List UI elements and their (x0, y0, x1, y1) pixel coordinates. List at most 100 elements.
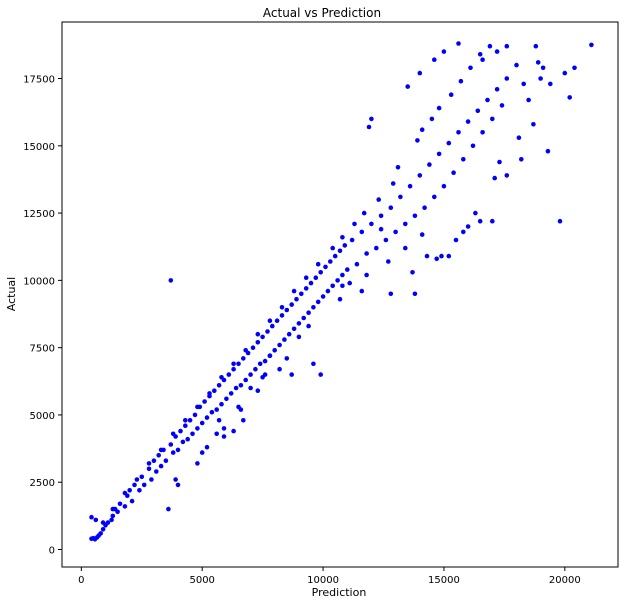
data-point (526, 97, 531, 103)
data-point (248, 372, 253, 377)
data-point (328, 259, 333, 264)
data-point (149, 477, 154, 482)
data-point (219, 401, 224, 407)
data-point (531, 122, 536, 127)
data-point (477, 218, 483, 224)
data-point (154, 469, 159, 474)
data-point (219, 375, 224, 380)
data-point (170, 431, 176, 437)
data-point (289, 372, 295, 377)
data-point (267, 318, 273, 324)
data-point (492, 175, 498, 181)
data-point (337, 296, 343, 302)
data-point (342, 243, 348, 248)
data-point (535, 60, 541, 65)
data-point (195, 404, 200, 410)
data-point (216, 418, 222, 423)
data-point (352, 221, 357, 227)
data-point (260, 334, 265, 340)
data-point (178, 428, 183, 434)
data-point (231, 361, 236, 367)
data-point (303, 275, 309, 281)
data-point (173, 477, 178, 482)
data-point (395, 165, 401, 170)
data-point (417, 70, 423, 76)
data-point (441, 183, 447, 189)
data-point (415, 138, 420, 143)
x-tick-label: 10000 (307, 575, 339, 586)
data-point (490, 218, 495, 224)
data-point (349, 237, 355, 243)
data-point (141, 482, 147, 488)
data-point (490, 116, 495, 122)
data-point (388, 205, 394, 210)
y-tick-label: 10000 (23, 276, 55, 287)
data-point (100, 527, 106, 532)
data-point (117, 501, 123, 507)
data-point (480, 57, 485, 62)
data-point (378, 213, 384, 219)
data-point (494, 87, 500, 92)
data-point (545, 148, 551, 154)
data-point (465, 119, 471, 124)
data-point (183, 418, 188, 423)
data-point (236, 361, 241, 367)
data-point (494, 49, 500, 54)
data-point (214, 431, 219, 437)
data-point (361, 210, 367, 216)
data-point (364, 272, 369, 278)
data-point (187, 418, 193, 423)
data-point (345, 267, 350, 272)
data-point (424, 253, 430, 259)
data-point (212, 388, 217, 394)
x-tick-label: 15000 (428, 575, 460, 586)
data-point (366, 124, 372, 130)
chart-title: Actual vs Prediction (263, 6, 381, 20)
data-point (315, 261, 321, 267)
y-tick-label: 0 (49, 546, 55, 557)
data-point (332, 253, 338, 259)
data-point (207, 391, 212, 396)
data-point (378, 226, 384, 232)
data-point (257, 361, 263, 367)
data-point (441, 49, 447, 54)
data-point (504, 43, 510, 49)
data-point (514, 62, 519, 68)
data-point (572, 65, 577, 71)
data-point (461, 157, 466, 162)
data-point (422, 205, 427, 210)
y-axis: 0 2500 5000 7500 10000 12500 15000 17500 (23, 75, 62, 557)
data-point (139, 474, 145, 480)
data-point (183, 423, 188, 429)
data-point (277, 342, 282, 348)
data-point (403, 245, 408, 251)
y-tick-label: 15000 (23, 142, 55, 153)
data-point (221, 434, 227, 439)
data-point (417, 173, 423, 178)
data-point (168, 442, 174, 447)
data-point (386, 259, 391, 264)
data-point (274, 318, 280, 324)
data-point (436, 105, 442, 111)
data-point (407, 183, 413, 189)
data-point (436, 151, 442, 157)
data-point (473, 210, 478, 216)
data-point (412, 291, 418, 297)
data-point (175, 447, 181, 453)
data-point (151, 458, 157, 464)
data-point (419, 127, 425, 132)
data-point (233, 385, 239, 391)
data-point (557, 218, 563, 224)
data-point (158, 447, 164, 453)
data-point (265, 329, 270, 334)
data-point (199, 450, 205, 455)
data-point (374, 245, 379, 251)
data-point (299, 291, 304, 297)
y-tick-label: 12500 (23, 209, 55, 220)
data-point (429, 116, 435, 122)
data-point (185, 436, 190, 442)
data-point (434, 256, 440, 262)
data-point (170, 450, 176, 455)
data-point (243, 377, 248, 383)
data-point (470, 143, 476, 149)
